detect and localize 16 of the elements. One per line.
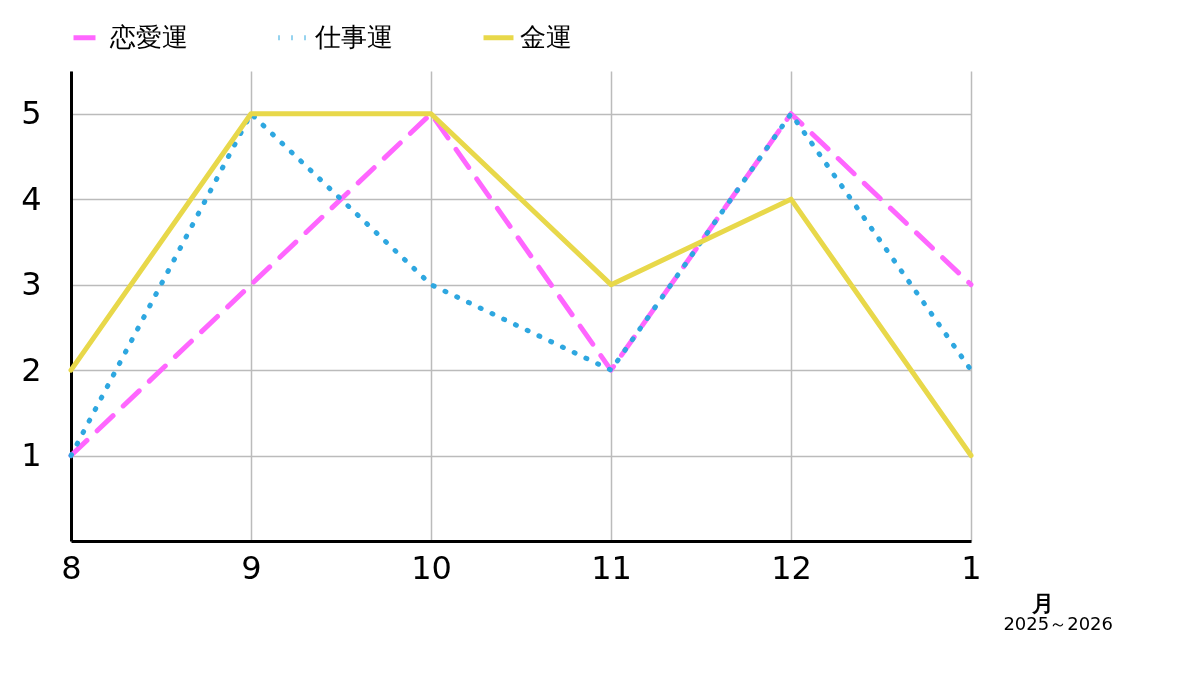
- x-tick-label: 11: [591, 548, 632, 587]
- y-tick-label: 3: [21, 265, 42, 304]
- x-tick-label: 9: [241, 548, 262, 587]
- text: 2025～2026: [1003, 613, 1113, 634]
- y-tick-label: 2: [21, 350, 42, 389]
- x-tick-label: 10: [411, 548, 452, 587]
- x-tick-label: 8: [61, 548, 82, 587]
- x-tick-label: 12: [771, 548, 812, 587]
- y-tick-label: 1: [21, 436, 42, 475]
- y-tick-label: 4: [21, 179, 42, 218]
- legend-label: 金運: [520, 21, 572, 52]
- x-axis-title: 月: [1030, 590, 1054, 616]
- legend-label: 恋愛運: [109, 21, 188, 52]
- x-tick-label: 1: [961, 548, 982, 587]
- y-tick-label: 5: [21, 94, 42, 133]
- legend-label: 仕事運: [314, 21, 393, 52]
